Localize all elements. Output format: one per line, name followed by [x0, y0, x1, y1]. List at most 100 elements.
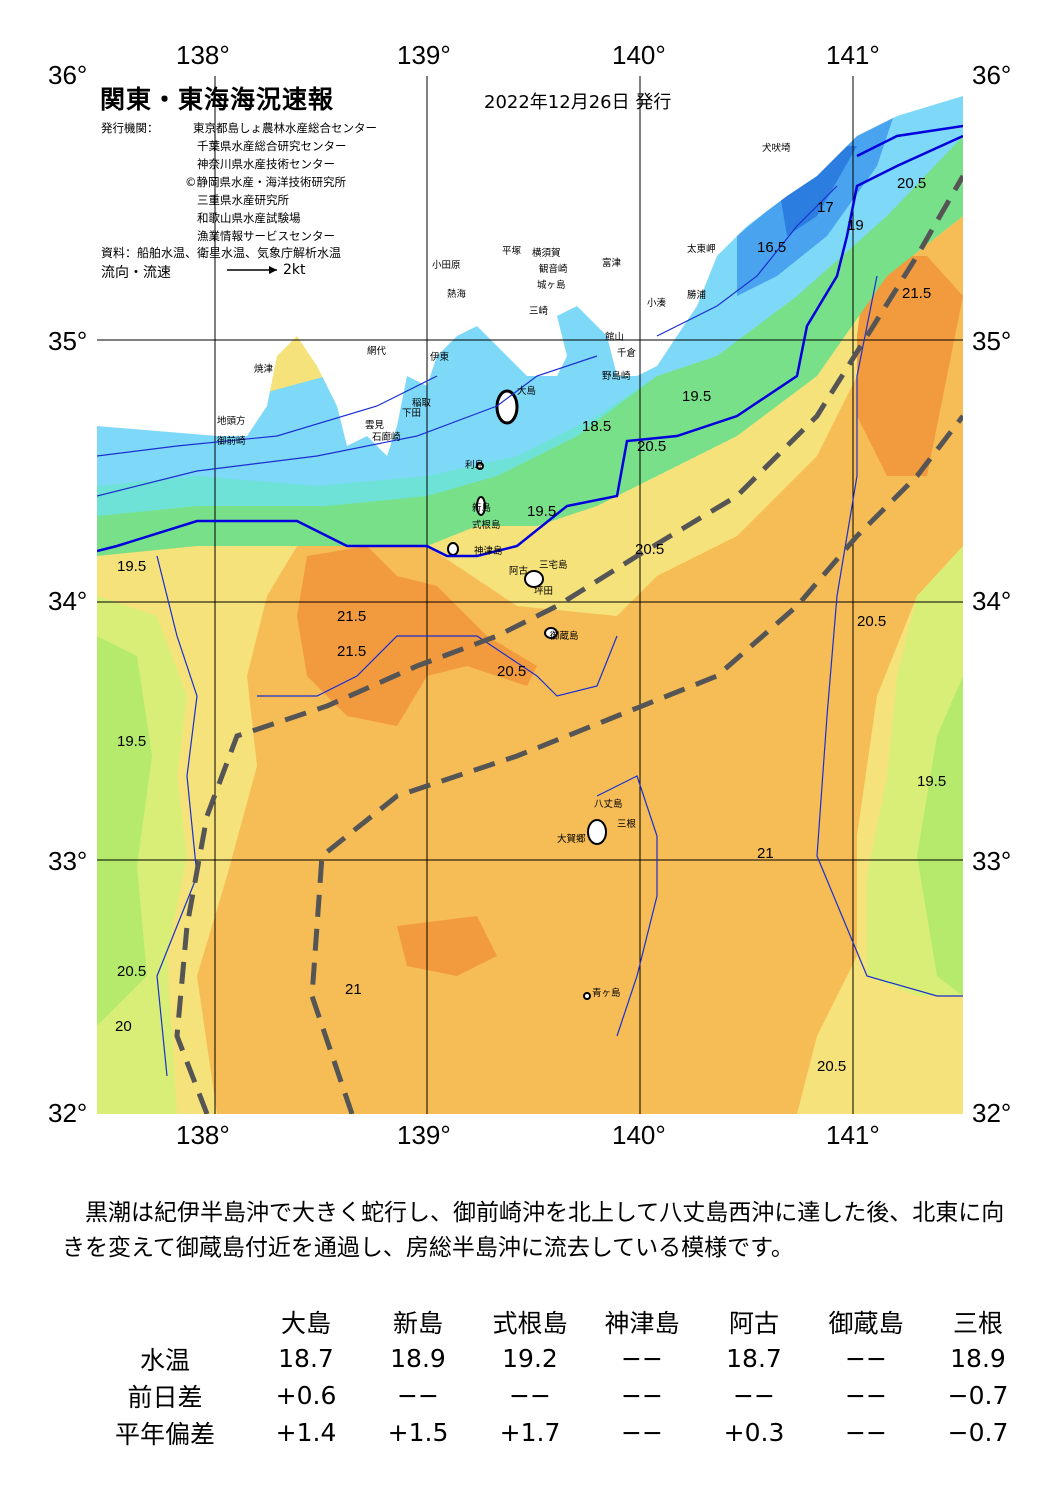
- data-sources: 資料：船舶水温、衛星水温、気象庁解析水温: [101, 246, 342, 260]
- place-label: 三崎: [529, 305, 549, 317]
- table-cell: −−: [397, 1381, 439, 1410]
- lon-label-139-bottom: 139°: [397, 1120, 451, 1150]
- place-label: 阿古: [509, 565, 529, 577]
- place-label: 勝浦: [687, 289, 707, 301]
- graticule: [97, 76, 963, 1114]
- table-cell: 18.7: [278, 1344, 334, 1373]
- issuer-5: 三重県水産研究所: [197, 193, 289, 207]
- table-row: 前日差 +0.6 −− −− −− −− −− −0.7: [80, 1377, 1034, 1414]
- lat-label-34-right: 34°: [972, 586, 1012, 616]
- issuer-2: 千葉県水産総合研究センター: [197, 139, 347, 153]
- place-label: 石廊崎: [372, 431, 401, 443]
- sea-zone-19-5-east: [917, 676, 963, 996]
- col-header: 式根島: [492, 1308, 568, 1338]
- lon-label-138-bottom: 138°: [176, 1120, 230, 1150]
- isotherm-label: 19.5: [527, 503, 556, 520]
- table-cell: −−: [845, 1381, 887, 1410]
- table-cell: −−: [621, 1344, 663, 1373]
- place-label: 式根島: [472, 519, 501, 531]
- table-cell: −−: [509, 1381, 551, 1410]
- place-label: 神津島: [474, 545, 503, 557]
- sea-zone-19-5: [97, 636, 152, 1026]
- isotherm-label: 21.5: [902, 285, 931, 302]
- table-cell: −−: [733, 1381, 775, 1410]
- place-label: 三根: [617, 818, 637, 830]
- place-labels: 犬吠埼 太東岬 勝浦 小湊 館山 富津 千倉 野島崎 平塚 横須賀 観音崎 城ヶ…: [217, 142, 791, 999]
- lat-label-35-left: 35°: [48, 326, 88, 356]
- col-header: 阿古: [728, 1308, 779, 1338]
- place-label: 下田: [402, 408, 421, 419]
- lat-label-35-right: 35°: [972, 326, 1012, 356]
- issuer-7: 漁業情報サービスセンター: [197, 229, 335, 243]
- table-cell: 18.9: [950, 1344, 1006, 1373]
- island-miyakejima: [524, 570, 544, 588]
- place-label: 小湊: [647, 297, 667, 309]
- issuer-3: 神奈川県水産技術センター: [197, 157, 335, 171]
- isotherm-label: 21: [345, 981, 362, 998]
- table-cell: −0.7: [947, 1418, 1009, 1447]
- island-aogashima: [583, 992, 591, 1000]
- place-label: 熱海: [447, 288, 467, 300]
- col-header: 新島: [392, 1308, 443, 1338]
- place-label: 城ヶ島: [537, 279, 566, 291]
- isotherm-label: 21.5: [337, 643, 366, 660]
- place-label: 犬吠埼: [762, 142, 791, 154]
- land-mass: [97, 76, 963, 456]
- isotherm-labels: 20.5 17 19 16.5 21.5 19.5 18.5 20.5 19.5…: [115, 175, 946, 1075]
- island-kozushima: [447, 542, 459, 556]
- issuer-4: ©静岡県水産・海洋技術研究所: [185, 175, 346, 189]
- isotherm-label: 17: [817, 199, 834, 216]
- issuer-1: 東京都島しょ農林水産総合センター: [193, 121, 377, 135]
- place-label: 太東岬: [687, 243, 716, 255]
- table-cell: +0.6: [275, 1381, 337, 1410]
- isotherm-label: 19.5: [682, 388, 711, 405]
- col-header: 大島: [280, 1308, 331, 1338]
- lat-label-36-right: 36°: [972, 60, 1012, 90]
- observation-table: 大島 新島 式根島 神津島 阿古 御蔵島 三根 水温 18.7 18.9 19.…: [80, 1303, 1034, 1451]
- place-label: 御前崎: [217, 435, 246, 447]
- lat-label-34-left: 34°: [48, 586, 88, 616]
- flow-legend-scale: 2kt: [283, 262, 306, 278]
- isotherm-lines-thin: [97, 185, 963, 1077]
- place-label: 観音崎: [539, 263, 568, 275]
- place-label: 稲取: [412, 397, 432, 409]
- table-cell: +1.5: [387, 1418, 449, 1447]
- place-label: 千倉: [617, 347, 637, 359]
- lon-label-140-top: 140°: [612, 40, 666, 70]
- table-cell: −−: [621, 1418, 663, 1447]
- lat-label-32-left: 32°: [48, 1098, 88, 1128]
- place-label: 御蔵島: [550, 630, 579, 642]
- isotherm-label: 19: [847, 217, 864, 234]
- isotherm-label: 20.5: [635, 541, 664, 558]
- lat-label-33-right: 33°: [972, 846, 1012, 876]
- issuer-6: 和歌山県水産試験場: [197, 211, 301, 225]
- place-label: 大島: [517, 385, 536, 397]
- isotherm-label: 20.5: [857, 613, 886, 630]
- table-header-row: 大島 新島 式根島 神津島 阿古 御蔵島 三根: [80, 1303, 1034, 1340]
- note-text: 黒潮は紀伊半島沖で大きく蛇行し、御前崎沖を北上して八丈島西沖に達した後、北東に向…: [62, 1200, 1005, 1261]
- table-cell: 18.9: [390, 1344, 446, 1373]
- lat-label-32-right: 32°: [972, 1098, 1012, 1128]
- row-header: 水温: [139, 1345, 190, 1375]
- issue-date: 2022年12月26日 発行: [484, 92, 672, 113]
- place-label: 野島崎: [602, 370, 631, 382]
- table-cell: 18.7: [726, 1344, 782, 1373]
- island-oshima: [495, 389, 519, 425]
- row-header: 平年偏差: [114, 1419, 215, 1449]
- kuroshio-note: 黒潮は紀伊半島沖で大きく蛇行し、御前崎沖を北上して八丈島西沖に達した後、北東に向…: [62, 1196, 1022, 1266]
- place-label: 利島: [465, 459, 484, 471]
- table-row: 平年偏差 +1.4 +1.5 +1.7 −− +0.3 −− −0.7: [80, 1414, 1034, 1451]
- sea-temperature-map: 20.5 17 19 16.5 21.5 19.5 18.5 20.5 19.5…: [97, 76, 963, 1114]
- isotherm-label: 19.5: [917, 773, 946, 790]
- isotherm-label: 20.5: [117, 963, 146, 980]
- col-header: 三根: [952, 1308, 1003, 1338]
- place-label: 新島: [472, 502, 491, 514]
- place-label: 平塚: [502, 246, 522, 257]
- lon-label-141-top: 141°: [826, 40, 880, 70]
- isotherm-label: 20: [115, 1018, 132, 1035]
- place-label: 館山: [605, 331, 624, 343]
- lat-label-36-left: 36°: [48, 60, 88, 90]
- island-mikurajima: [544, 627, 558, 639]
- place-label: 大賀郷: [557, 833, 586, 845]
- lon-label-139-top: 139°: [397, 40, 451, 70]
